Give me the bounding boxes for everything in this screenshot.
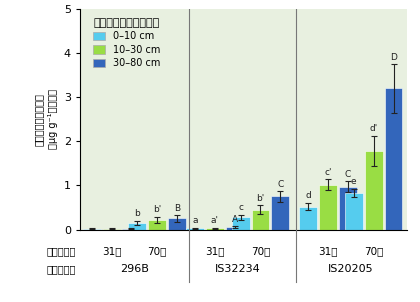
Text: 296B: 296B (120, 264, 149, 274)
Text: IS32234: IS32234 (215, 264, 260, 274)
Text: c: c (238, 203, 243, 212)
Text: 70日: 70日 (364, 246, 383, 256)
Text: D: D (390, 53, 397, 62)
Bar (102, 229, 121, 230)
Text: b': b' (153, 205, 161, 214)
Bar (226, 227, 244, 230)
Bar (232, 217, 249, 230)
Text: 播種後日数: 播種後日数 (46, 246, 76, 256)
Text: e: e (351, 177, 357, 186)
Bar (299, 207, 317, 230)
Text: A: A (231, 215, 238, 224)
Bar (148, 220, 166, 230)
Bar (339, 187, 357, 230)
Text: B: B (174, 204, 180, 213)
Text: b': b' (256, 194, 265, 203)
Bar (129, 223, 146, 230)
Bar (168, 219, 186, 230)
Text: a': a' (211, 216, 219, 225)
Bar (385, 88, 402, 230)
Text: d: d (305, 191, 311, 201)
Text: c': c' (324, 168, 332, 177)
Text: 31日: 31日 (102, 246, 121, 256)
Text: d': d' (370, 124, 378, 133)
Bar (365, 151, 383, 230)
Bar (345, 193, 363, 230)
Text: 31日: 31日 (205, 246, 225, 256)
Y-axis label: ソルゴレオン分泌量
（μg g⁻¹乾燥根）: ソルゴレオン分泌量 （μg g⁻¹乾燥根） (34, 89, 58, 149)
Bar (319, 185, 337, 230)
Bar (186, 228, 204, 230)
Text: b: b (134, 210, 140, 219)
Bar (123, 229, 140, 230)
Bar (206, 228, 224, 230)
Bar (252, 210, 269, 230)
Text: C: C (345, 170, 351, 179)
Text: 系　統　名: 系 統 名 (46, 264, 76, 274)
Bar (83, 229, 101, 230)
Text: 70日: 70日 (251, 246, 270, 256)
Text: 31日: 31日 (318, 246, 338, 256)
Text: a: a (192, 216, 198, 225)
Text: 70日: 70日 (147, 246, 167, 256)
Legend: 0–10 cm, 10–30 cm, 30–80 cm: 0–10 cm, 10–30 cm, 30–80 cm (91, 16, 162, 70)
Bar (271, 196, 289, 230)
Text: C: C (277, 179, 284, 188)
Text: IS20205: IS20205 (328, 264, 374, 274)
